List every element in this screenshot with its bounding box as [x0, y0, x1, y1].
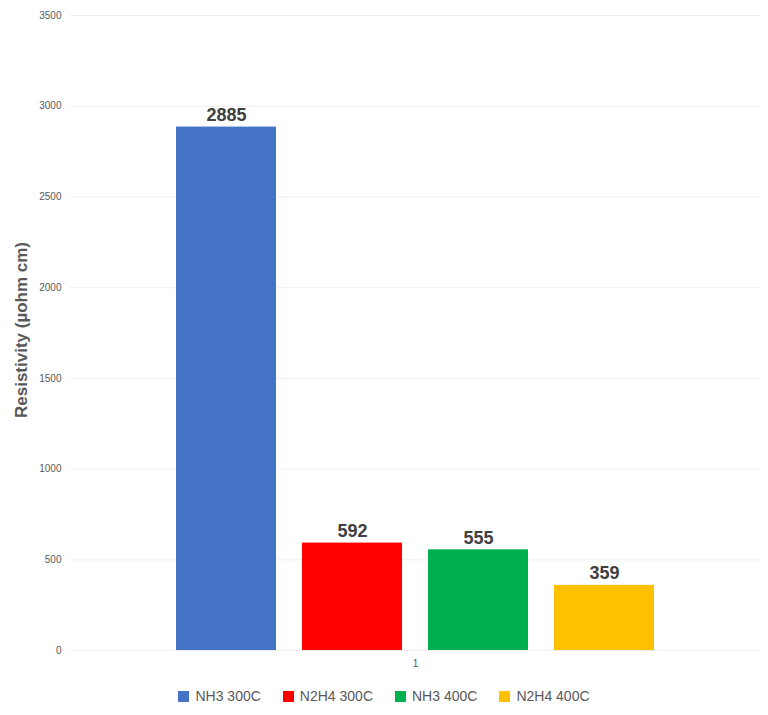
svg-text:2500: 2500 — [39, 191, 62, 202]
html-text:Resistivity (µohm cm): Resistivity (µohm cm) — [12, 242, 31, 418]
svg-text:3000: 3000 — [39, 100, 62, 111]
html-text:NH3 400C: NH3 400C — [412, 688, 478, 704]
svg-text:1: 1 — [413, 658, 419, 669]
svg-text:0: 0 — [56, 645, 62, 656]
svg-text:2000: 2000 — [39, 282, 62, 293]
svg-text:1500: 1500 — [39, 373, 62, 384]
html-text:N2H4 300C: N2H4 300C — [299, 688, 373, 704]
svg-text:555: 555 — [463, 528, 493, 548]
svg-text:3500: 3500 — [39, 10, 62, 21]
svg-text:1000: 1000 — [39, 463, 62, 474]
html-text:NH3 300C: NH3 300C — [195, 688, 261, 704]
svg-text:592: 592 — [337, 521, 367, 541]
svg-text:2885: 2885 — [206, 105, 246, 125]
svg-text:500: 500 — [45, 554, 62, 565]
svg-text:359: 359 — [589, 563, 619, 583]
html-text:N2H4 400C: N2H4 400C — [516, 688, 590, 704]
